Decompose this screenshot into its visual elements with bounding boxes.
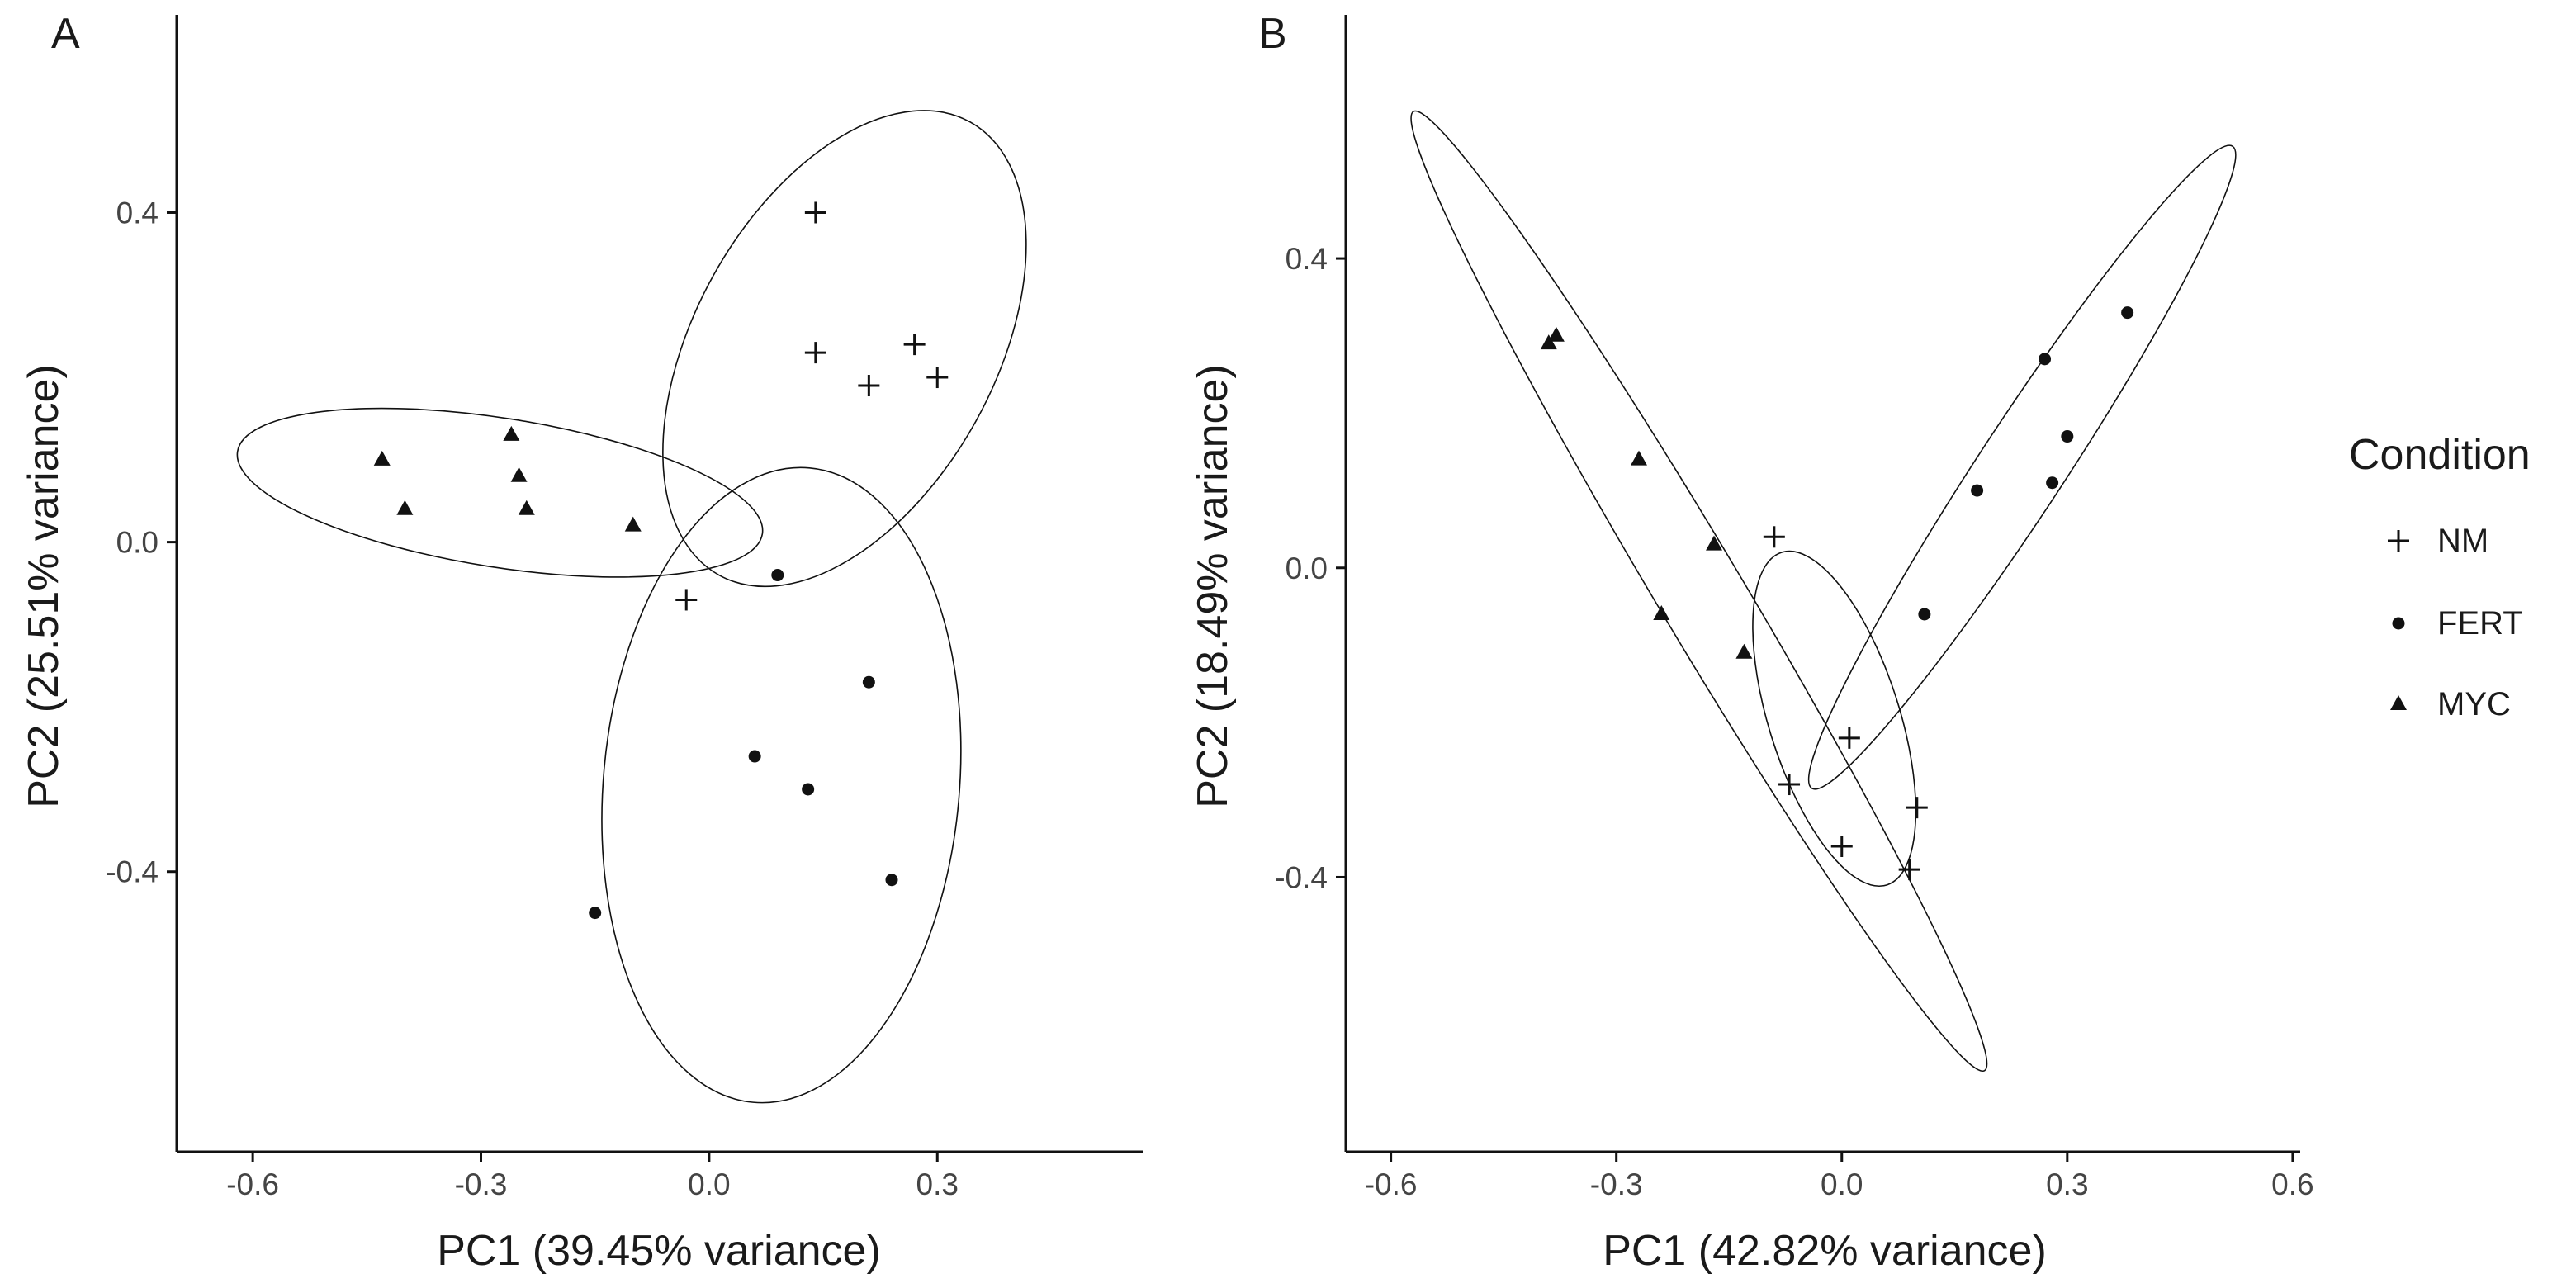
panel-a-x-tick-label: 0.3 [916,1167,959,1201]
panel-a-y-axis-title: PC2 (25.51% variance) [20,364,68,808]
panel-b-y-tick-label: 0.0 [1286,552,1328,585]
legend-marker-nm [2388,530,2409,552]
panel-b-point-myc [1735,643,1753,659]
legend-label-nm: NM [2437,523,2488,559]
panel-a-point-nm [858,375,880,397]
panel-b-chart: B -0.6 -0.3 0.0 0.3 0.6 -0.4 0.0 0.4 PC1 (42.82… [1189,10,2314,1275]
legend-entry-myc: MYC [2390,686,2511,722]
panel-b-ellipse-fert [1807,144,2237,790]
panel-b-point-fert [2046,476,2059,490]
panel-a-letter: A [51,10,80,58]
panel-a-y-tick-label: 0.4 [116,196,159,230]
panel-a-point-fert [589,907,602,920]
panel-b-point-nm [1906,797,1928,819]
panel-a-y-tick-label: 0.0 [116,526,159,560]
panel-b-y-tick-label: 0.4 [1286,242,1328,276]
panel-a-point-fert [862,675,875,689]
panel-b-point-fert [2039,353,2052,366]
panel-b-point-fert [2121,306,2134,320]
panel-a-ellipse-fert [601,466,962,1104]
panel-a-y-tick-label: -0.4 [106,855,159,889]
panel-a-point-myc [624,516,642,532]
panel-a-point-myc [510,466,528,482]
legend-marker-myc [2390,695,2407,710]
panel-a-point-myc [373,450,391,466]
panel-b-point-myc [1706,535,1723,551]
panel-b-point-nm [1830,835,1853,857]
panel-b-ellipse-nm [1752,550,1917,888]
panel-a-x-tick-label: -0.3 [455,1167,508,1201]
legend-title: Condition [2349,431,2531,479]
panel-b-point-myc [1630,450,1647,466]
panel-a-point-nm [804,342,826,364]
panel-b-x-tick-label: -0.3 [1590,1167,1643,1201]
panel-b-y-axis-title: PC2 (18.49% variance) [1189,364,1237,808]
panel-a-point-nm [804,201,826,224]
legend-label-fert: FERT [2437,605,2523,642]
panel-a-point-nm [675,589,698,611]
panel-b-x-tick-label: 0.6 [2271,1167,2313,1201]
legend-key-triangle [2390,695,2407,710]
panel-a-ellipse-nm [662,110,1027,588]
panel-a-point-nm [903,334,926,356]
panel-a-point-myc [518,500,535,515]
panel-b-point-nm [1838,727,1860,749]
panel-b-point-myc [1653,604,1670,620]
legend-entry-fert: FERT [2392,605,2523,642]
panel-a-x-tick-label: -0.6 [226,1167,279,1201]
panel-b-point-fert [1971,484,1984,497]
panel-b-x-tick-label: 0.3 [2046,1167,2088,1201]
panel-b-y-tick-label: -0.4 [1275,860,1328,894]
panel-b-point-fert [2061,430,2074,443]
panel-a-plot-area: -0.6 -0.3 0.0 0.3 -0.4 0.0 0.4 [106,15,1143,1201]
panel-b-point-nm [1778,774,1801,796]
legend-entry-nm: NM [2388,523,2488,559]
panel-b-x-tick-label: 0.0 [1821,1167,1863,1201]
panel-b-point-fert [1918,608,1931,621]
legend-label-myc: MYC [2437,686,2511,722]
panel-b-point-nm [1763,526,1785,548]
panel-b-x-tick-label: -0.6 [1365,1167,1418,1201]
panel-a-point-fert [748,750,761,763]
panel-a-point-nm [926,367,949,389]
panel-a-x-axis-title: PC1 (39.45% variance) [437,1227,881,1275]
panel-a-point-fert [771,569,784,582]
panel-b-letter: B [1258,10,1287,58]
panel-a-point-fert [802,783,815,796]
legend-marker-fert [2392,617,2405,630]
condition-legend: Condition NM FERT MYC [2349,431,2531,722]
panel-a-point-fert [885,874,898,887]
panel-a-chart: A -0.6 -0.3 0.0 0.3 -0.4 0.0 0.4 PC1 (39.45% v… [20,10,1143,1275]
legend-key-plus [2388,530,2409,552]
panel-b-x-axis-title: PC1 (42.82% variance) [1603,1227,2047,1275]
panel-a-point-myc [503,425,520,441]
panel-a-ellipse-myc [236,407,764,578]
panel-a-point-myc [396,500,414,515]
panel-b-plot-area: -0.6 -0.3 0.0 0.3 0.6 -0.4 0.0 0.4 [1275,15,2314,1201]
legend-key-circle [2392,617,2405,630]
panel-b-point-nm [1898,859,1920,881]
panel-b-point-myc [1547,326,1565,342]
panel-b-point-myc [1540,334,1557,350]
panel-a-x-tick-label: 0.0 [688,1167,730,1201]
